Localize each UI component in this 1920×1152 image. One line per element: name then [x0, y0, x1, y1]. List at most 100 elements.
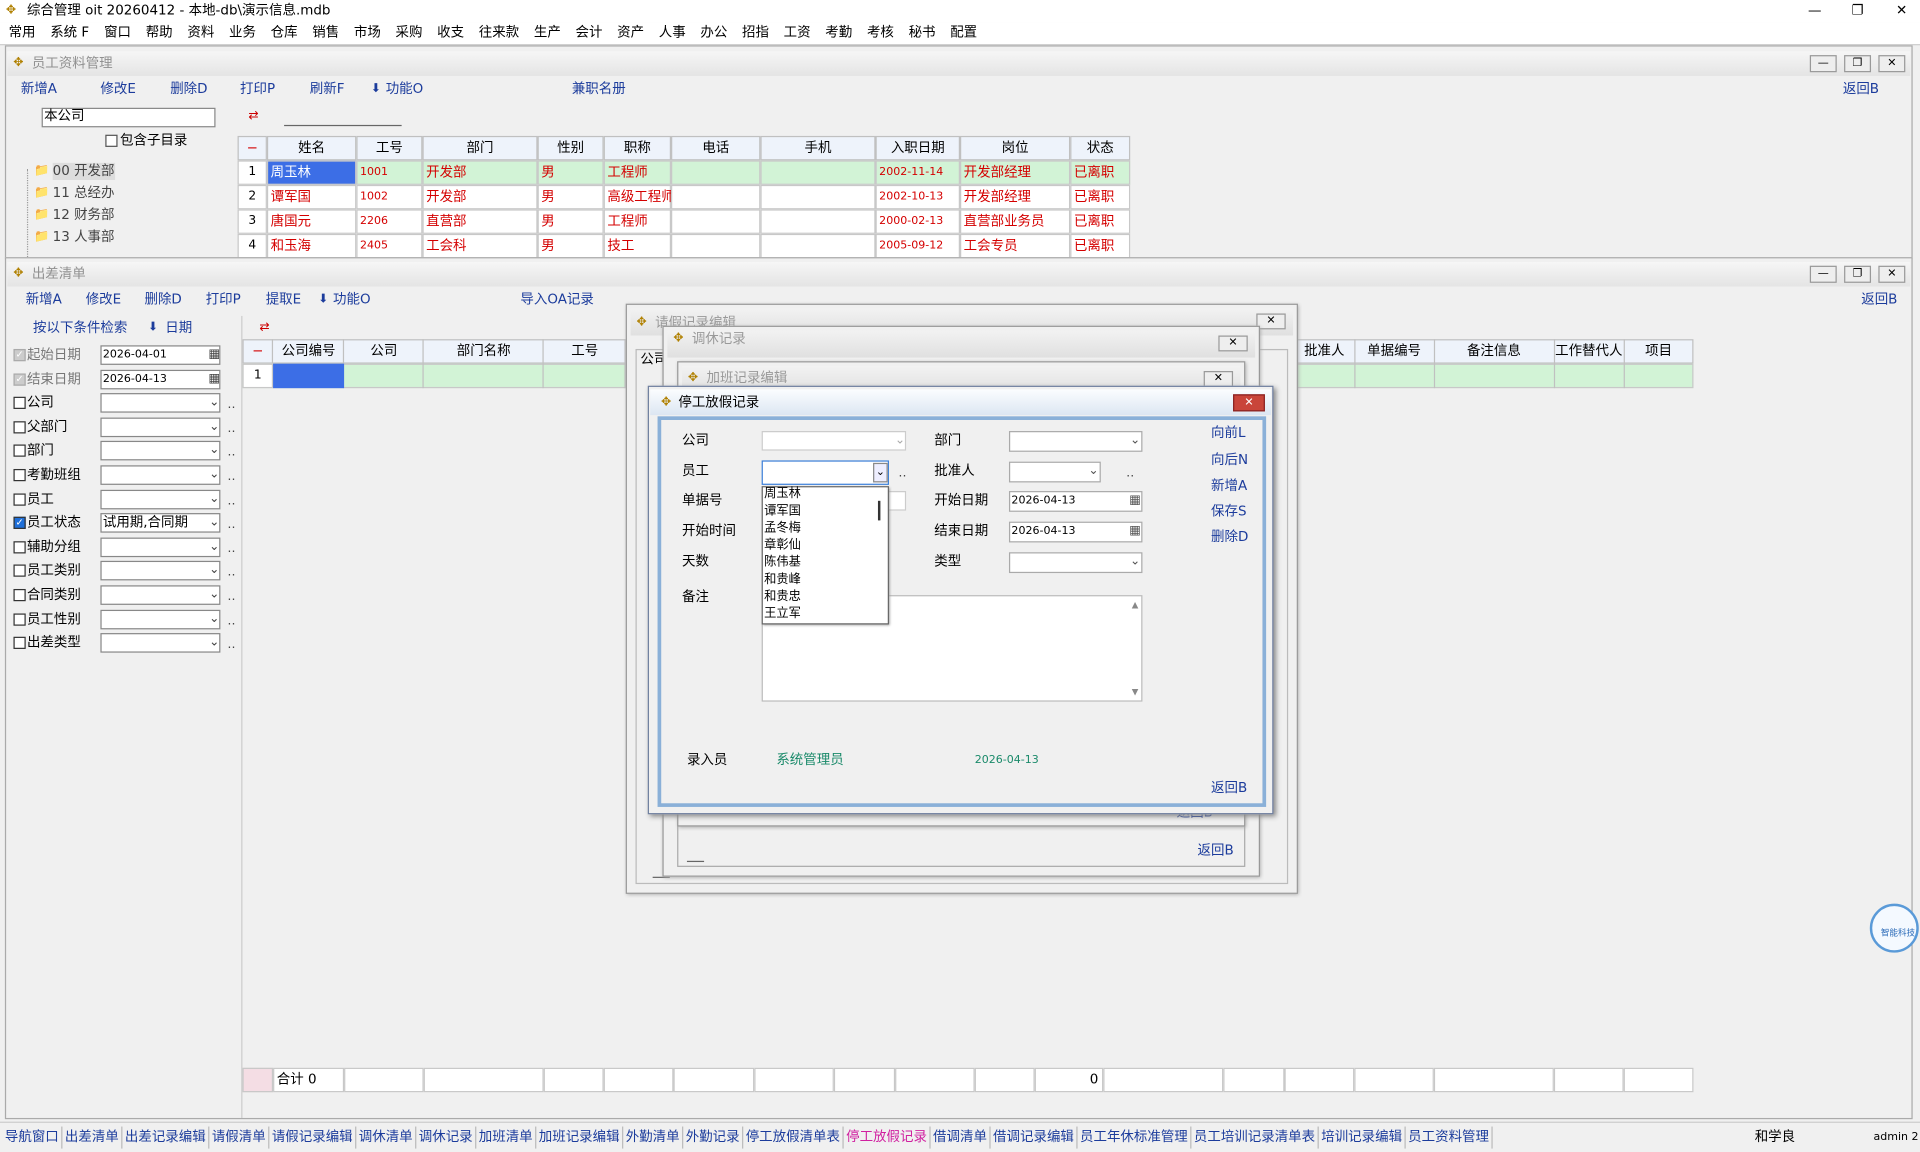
menu-item[interactable]: 销售 [312, 24, 340, 41]
selected-cell[interactable] [273, 363, 345, 389]
taskbar-item[interactable]: 停工放假清单表 [745, 1128, 840, 1145]
cell[interactable] [960, 209, 1071, 234]
cell[interactable] [671, 184, 761, 210]
taskbar-item[interactable]: 外勤清单 [625, 1128, 680, 1145]
filter-input[interactable] [100, 369, 221, 389]
toolbar-button[interactable]: 打印P [240, 80, 276, 97]
tree-node[interactable]: 12 财务部 [52, 206, 115, 223]
filter-input[interactable] [100, 489, 221, 509]
taskbar-item[interactable]: 出差清单 [64, 1128, 119, 1145]
menu-item[interactable]: 窗口 [104, 24, 132, 41]
back-button[interactable]: 返回B [1197, 842, 1234, 859]
cell[interactable] [266, 160, 357, 185]
cell[interactable] [422, 209, 538, 234]
field-input[interactable] [761, 460, 889, 485]
cell[interactable] [671, 209, 761, 234]
cell[interactable] [356, 160, 423, 185]
cell[interactable] [237, 209, 267, 234]
back-button[interactable]: 返回B [1842, 80, 1880, 97]
menu-item[interactable]: 往来款 [478, 24, 520, 41]
cell[interactable] [1070, 184, 1131, 210]
menu-item[interactable]: 招指 [742, 24, 769, 41]
dropdown-button[interactable]: ⌄ [873, 462, 888, 483]
cell[interactable] [960, 160, 1071, 185]
toolbar-button[interactable]: 删除D [144, 291, 182, 308]
filter-input[interactable] [100, 345, 221, 365]
checkbox[interactable]: ✓ [13, 516, 26, 530]
toolbar-button[interactable]: 功能O [385, 80, 424, 97]
taskbar-item[interactable]: 借调清单 [933, 1128, 987, 1145]
dialog-button[interactable]: 删除D [1211, 528, 1249, 545]
menu-item[interactable]: 会计 [575, 24, 603, 41]
taskbar-item[interactable]: 借调记录编辑 [993, 1128, 1074, 1145]
filter-input[interactable] [100, 537, 221, 557]
taskbar-item[interactable]: 加班记录编辑 [538, 1128, 620, 1145]
menu-item[interactable]: 生产 [533, 24, 561, 41]
menu-item[interactable]: 常用 [8, 24, 36, 41]
toolbar-button[interactable]: 兼职名册 [571, 80, 626, 97]
cell[interactable] [356, 184, 423, 210]
dropdown-option[interactable]: 章彰仙 [764, 538, 801, 553]
field-input[interactable] [1008, 491, 1143, 512]
tree-node[interactable]: 00 开发部 [52, 162, 115, 180]
window-button[interactable]: ❐ [1844, 55, 1872, 73]
cell[interactable] [266, 184, 357, 210]
cell[interactable] [537, 209, 604, 234]
dropdown-option[interactable]: 和贵峰 [764, 573, 801, 587]
company-select[interactable] [41, 107, 216, 128]
filter-input[interactable] [100, 393, 221, 413]
taskbar-item[interactable]: 员工资料管理 [1408, 1128, 1489, 1145]
cell[interactable] [760, 160, 876, 185]
cell[interactable] [875, 160, 960, 185]
toolbar-button[interactable]: 修改E [85, 291, 122, 308]
close-button[interactable]: ✕ [1218, 335, 1248, 352]
menu-item[interactable]: 帮助 [145, 24, 173, 41]
cell[interactable] [1070, 160, 1131, 185]
toolbar-button[interactable]: 刷新F [309, 80, 345, 97]
filter-input[interactable] [100, 633, 221, 653]
menu-item[interactable]: 业务 [228, 24, 256, 41]
toolbar-button[interactable]: 修改E [100, 80, 136, 97]
cell[interactable] [422, 184, 538, 210]
cell[interactable] [960, 184, 1071, 210]
close-button[interactable]: ✕ [1233, 394, 1265, 412]
cell[interactable] [603, 160, 672, 185]
filter-input[interactable] [100, 513, 221, 533]
close-button[interactable]: ✕ [1203, 371, 1234, 387]
cell[interactable] [760, 233, 876, 259]
field-input[interactable] [1008, 431, 1143, 452]
dialog-button[interactable]: 保存S [1211, 503, 1247, 520]
cell[interactable] [237, 184, 267, 210]
cell[interactable] [960, 233, 1071, 259]
cell[interactable] [760, 209, 876, 234]
taskbar-item[interactable]: 停工放假记录 [846, 1128, 927, 1145]
filter-input[interactable] [100, 465, 221, 485]
toolbar-button[interactable]: 功能O [333, 291, 371, 308]
filter-input[interactable] [100, 609, 221, 629]
cell[interactable] [603, 184, 672, 210]
taskbar-item[interactable]: 出差记录编辑 [124, 1128, 206, 1145]
window-button[interactable]: — [1809, 55, 1837, 73]
taskbar-item[interactable]: 导航窗口 [4, 1128, 59, 1145]
field-input[interactable] [1008, 552, 1143, 574]
search-label[interactable]: 按以下条件检索 [33, 319, 128, 336]
taskbar-item[interactable]: 调休记录 [418, 1128, 473, 1145]
dropdown-option[interactable]: 孟冬梅 [764, 521, 801, 536]
menu-item[interactable]: 秘书 [908, 24, 936, 41]
dropdown-option[interactable]: 陈伟基 [764, 555, 801, 570]
menu-item[interactable]: 人事 [658, 24, 686, 41]
cell[interactable] [537, 160, 604, 185]
taskbar-item[interactable]: 请假清单 [211, 1128, 266, 1145]
cell[interactable] [237, 160, 267, 185]
checkbox[interactable] [13, 492, 26, 506]
cell[interactable] [603, 209, 672, 234]
checkbox[interactable] [13, 444, 26, 458]
checkbox[interactable] [13, 588, 26, 602]
sort-button[interactable]: 日期 [165, 319, 193, 336]
checkbox[interactable] [13, 396, 26, 410]
window-button[interactable]: — [1809, 265, 1837, 283]
menu-item[interactable]: 采购 [395, 24, 423, 41]
checkbox[interactable] [13, 612, 26, 626]
checkbox[interactable] [13, 468, 26, 482]
checkbox[interactable]: ✓ [13, 372, 26, 386]
